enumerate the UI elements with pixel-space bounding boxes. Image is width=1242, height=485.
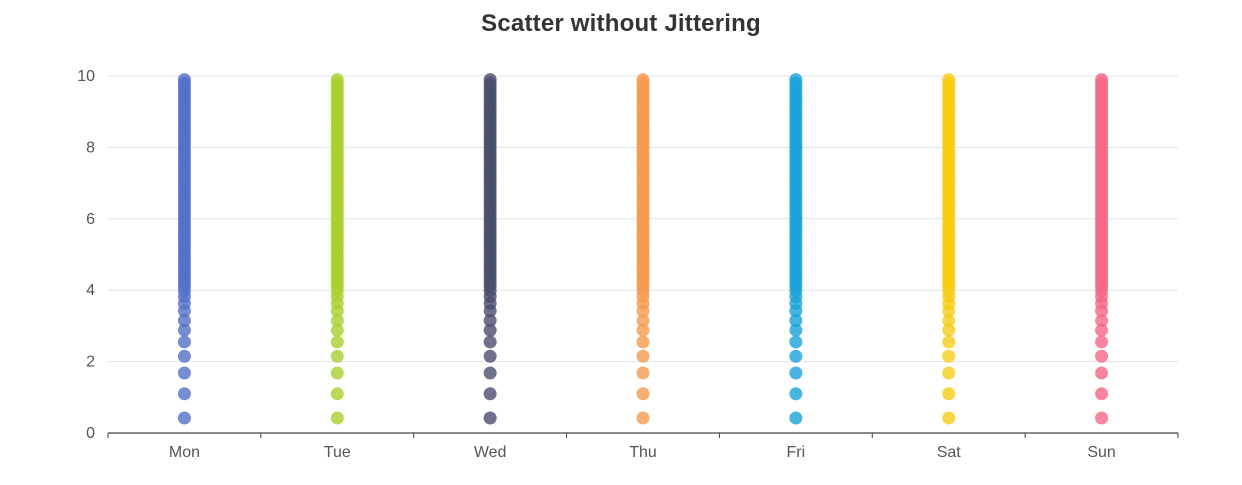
scatter-point bbox=[1095, 411, 1109, 425]
scatter-point bbox=[1095, 366, 1109, 380]
x-tick-label: Mon bbox=[169, 444, 200, 461]
scatter-point bbox=[483, 349, 497, 363]
scatter-point bbox=[483, 323, 497, 337]
scatter-point bbox=[636, 349, 650, 363]
scatter-point bbox=[483, 73, 497, 87]
scatter-point bbox=[636, 323, 650, 337]
x-tick-label: Sun bbox=[1087, 444, 1115, 461]
scatter-point bbox=[789, 387, 803, 401]
scatter-point bbox=[789, 323, 803, 337]
scatter-point bbox=[1095, 73, 1109, 87]
x-tick-label: Tue bbox=[324, 444, 351, 461]
scatter-point bbox=[177, 314, 191, 328]
scatter-point bbox=[330, 73, 344, 87]
scatter-point bbox=[636, 387, 650, 401]
y-tick-label: 0 bbox=[86, 425, 95, 442]
scatter-point bbox=[942, 323, 956, 337]
scatter-point bbox=[942, 387, 956, 401]
scatter-point bbox=[1095, 314, 1109, 328]
scatter-point bbox=[330, 335, 344, 349]
scatter-point bbox=[330, 366, 344, 380]
y-tick-label: 8 bbox=[86, 139, 95, 156]
scatter-point bbox=[177, 411, 191, 425]
scatter-point bbox=[1095, 349, 1109, 363]
x-tick-label: Wed bbox=[474, 444, 507, 461]
scatter-point bbox=[330, 314, 344, 328]
scatter-point bbox=[636, 366, 650, 380]
scatter-point bbox=[177, 73, 191, 87]
x-tick-label: Sat bbox=[937, 444, 962, 461]
scatter-point bbox=[942, 335, 956, 349]
scatter-point bbox=[483, 335, 497, 349]
scatter-point bbox=[483, 366, 497, 380]
scatter-point bbox=[330, 349, 344, 363]
scatter-point bbox=[942, 73, 956, 87]
y-tick-label: 10 bbox=[77, 68, 95, 85]
scatter-point bbox=[330, 323, 344, 337]
scatter-point bbox=[1095, 387, 1109, 401]
scatter-point bbox=[636, 73, 650, 87]
scatter-point bbox=[177, 335, 191, 349]
scatter-point bbox=[789, 366, 803, 380]
y-tick-label: 4 bbox=[86, 282, 95, 299]
scatter-point bbox=[177, 349, 191, 363]
scatter-point bbox=[789, 335, 803, 349]
scatter-point bbox=[177, 387, 191, 401]
scatter-point bbox=[483, 411, 497, 425]
scatter-point bbox=[789, 314, 803, 328]
scatter-point bbox=[177, 323, 191, 337]
scatter-point bbox=[942, 366, 956, 380]
y-tick-label: 6 bbox=[86, 211, 95, 228]
scatter-point bbox=[942, 411, 956, 425]
scatter-point bbox=[330, 411, 344, 425]
scatter-point bbox=[177, 366, 191, 380]
scatter-point bbox=[636, 411, 650, 425]
scatter-point bbox=[1095, 335, 1109, 349]
y-tick-label: 2 bbox=[86, 354, 95, 371]
scatter-point bbox=[1095, 323, 1109, 337]
scatter-point bbox=[942, 349, 956, 363]
x-tick-label: Fri bbox=[787, 444, 806, 461]
scatter-point bbox=[789, 349, 803, 363]
scatter-point bbox=[483, 314, 497, 328]
scatter-point bbox=[942, 314, 956, 328]
x-tick-label: Thu bbox=[629, 444, 657, 461]
scatter-point bbox=[789, 411, 803, 425]
scatter-point bbox=[330, 387, 344, 401]
scatter-point bbox=[636, 314, 650, 328]
chart-title: Scatter without Jittering bbox=[481, 10, 761, 37]
scatter-point bbox=[483, 387, 497, 401]
scatter-point bbox=[636, 335, 650, 349]
scatter-point bbox=[789, 73, 803, 87]
